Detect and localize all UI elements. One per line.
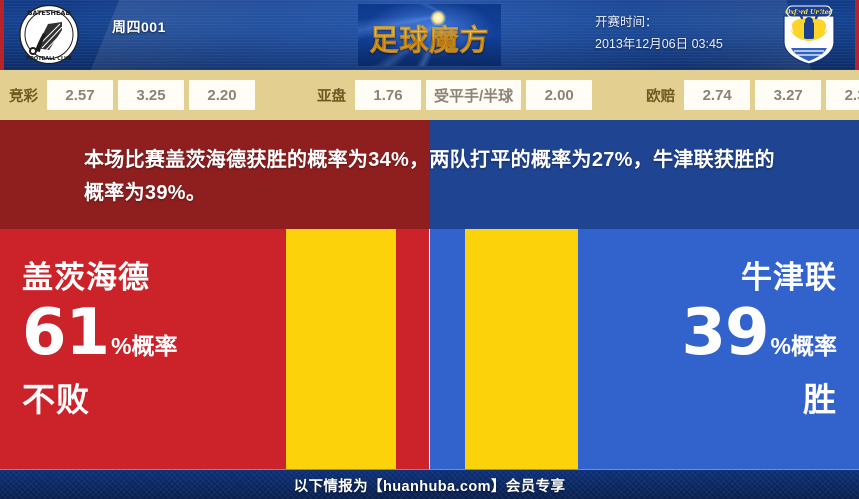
odds-bar: 竞彩 2.57 3.25 2.20 亚盘 1.76 受平手/半球 2.00 欧赔…: [0, 70, 859, 120]
odds-cell-oupei-draw[interactable]: 3.27: [755, 80, 822, 110]
probability-statement-banner: 本场比赛盖茨海德获胜的概率为34%，两队打平的概率为27%，牛津联获胜的概率为3…: [0, 120, 859, 229]
brand-logo[interactable]: 足球魔方: [358, 4, 501, 66]
footer-top-rule: [0, 469, 859, 470]
home-team-crest-icon: GATESHEAD FOOTBALL CLUB: [19, 4, 79, 65]
away-percent-value: 39: [681, 296, 769, 370]
statement-left-half: [0, 120, 430, 229]
home-percent-row: 61 %概率: [22, 301, 237, 365]
match-number: 周四001: [112, 19, 166, 35]
chart-panel-divider: [429, 229, 430, 469]
brand-rays-decoration: [358, 4, 501, 66]
odds-group-oupei: 欧赔 2.74 3.27 2.39: [637, 80, 859, 110]
odds-cell-yapan-home[interactable]: 1.76: [355, 80, 421, 110]
home-summary: 盖茨海德 61 %概率 不败: [22, 259, 237, 421]
odds-cell-yapan-away[interactable]: 2.00: [526, 80, 593, 110]
bar-home: [286, 229, 396, 469]
odds-cell-jingcai-draw[interactable]: 3.25: [118, 80, 184, 110]
odds-label-jingcai: 竞彩: [9, 88, 38, 105]
header-right-accent: [855, 0, 859, 70]
away-percent-suffix: %概率: [770, 333, 837, 359]
footer-bar: 以下情报为【huanhuba.com】会员专享: [0, 469, 859, 499]
odds-cell-jingcai-home[interactable]: 2.57: [47, 80, 113, 110]
odds-cell-oupei-away[interactable]: 2.39: [826, 80, 859, 110]
odds-cell-jingcai-away[interactable]: 2.20: [189, 80, 255, 110]
brand-star-icon: [430, 10, 446, 26]
home-outcome-label: 不败: [22, 381, 90, 418]
away-team-crest-icon: Oxford United: [783, 5, 835, 65]
header-left-accent: [0, 0, 4, 70]
away-outcome-label: 胜: [803, 381, 837, 418]
kickoff-info: 开赛时间： 2013年12月06日 03:45: [595, 11, 723, 55]
bar-away: [465, 229, 578, 469]
home-percent-value: 61: [22, 296, 110, 370]
odds-label-oupei: 欧赔: [646, 88, 676, 105]
svg-text:GATESHEAD: GATESHEAD: [27, 9, 71, 17]
statement-text: 本场比赛盖茨海德获胜的概率为34%，两队打平的概率为27%，牛津联获胜的概率为3…: [84, 149, 775, 204]
statement-right-half: [430, 120, 859, 229]
odds-cell-oupei-home[interactable]: 2.74: [684, 80, 751, 110]
odds-label-yapan: 亚盘: [317, 88, 346, 105]
header-bar: GATESHEAD FOOTBALL CLUB 周四001 足球魔方 开赛时间：…: [0, 0, 859, 70]
away-percent-row: 39 %概率: [607, 301, 837, 365]
brand-logo-text: 足球魔方: [358, 17, 501, 59]
home-team-name: 盖茨海德: [22, 260, 150, 295]
odds-group-jingcai: 竞彩 2.57 3.25 2.20: [0, 80, 260, 110]
away-team-name: 牛津联: [741, 260, 837, 295]
svg-text:Oxford United: Oxford United: [785, 9, 833, 16]
odds-cell-yapan-handicap[interactable]: 受平手/半球: [426, 80, 522, 110]
home-percent-suffix: %概率: [111, 333, 178, 359]
away-summary: 牛津联 39 %概率 胜: [607, 259, 837, 421]
svg-text:FOOTBALL CLUB: FOOTBALL CLUB: [26, 56, 72, 62]
odds-group-yapan: 亚盘 1.76 受平手/半球 2.00: [308, 80, 597, 110]
probability-bar-chart: 盖茨海德 61 %概率 不败 牛津联 39 %概率 胜: [0, 229, 859, 469]
footer-text: 以下情报为【huanhuba.com】会员专享: [293, 479, 566, 495]
kickoff-time: 2013年12月06日 03:45: [595, 37, 723, 51]
kickoff-label: 开赛时间：: [595, 15, 658, 29]
